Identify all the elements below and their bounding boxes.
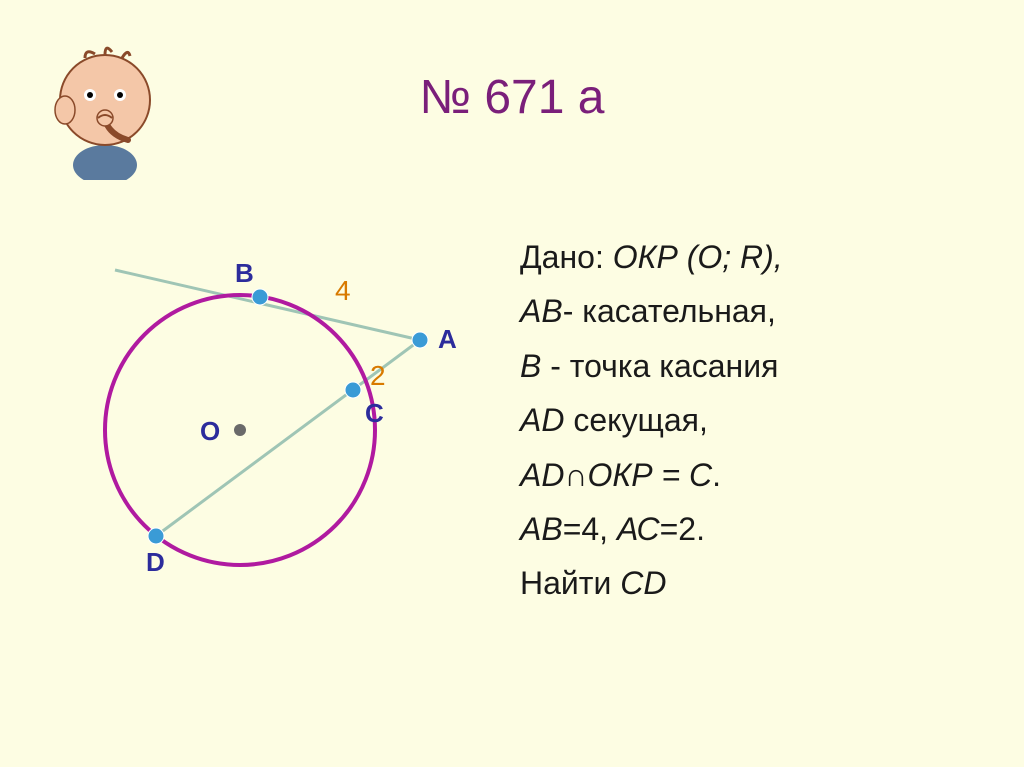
cartoon-figure [50, 40, 160, 180]
given-text-block: Дано: ОКР (О; R), АВ- касательная, В - т… [520, 230, 783, 611]
geometry-diagram: O B A C D 4 2 [60, 210, 460, 630]
given-line-5: АD∩ОКР = С. [520, 448, 783, 502]
point-label-D: D [146, 547, 165, 577]
point-A [412, 332, 428, 348]
given-line-7: Найти СD [520, 556, 783, 610]
given-line-6: АВ=4, АС=2. [520, 502, 783, 556]
point-D [148, 528, 164, 544]
given-line-4: АD секущая, [520, 393, 783, 447]
length-label-1: 2 [370, 360, 386, 391]
length-label-0: 4 [335, 275, 351, 306]
point-label-B: B [235, 258, 254, 288]
given-line-1: Дано: ОКР (О; R), [520, 230, 783, 284]
point-B [252, 289, 268, 305]
center-dot [234, 424, 246, 436]
given-line-3: В - точка касания [520, 339, 783, 393]
tangent-line [115, 270, 420, 340]
given-line-2: АВ- касательная, [520, 284, 783, 338]
center-label: O [200, 416, 220, 446]
point-C [345, 382, 361, 398]
point-label-C: C [365, 398, 384, 428]
point-label-A: A [438, 324, 457, 354]
